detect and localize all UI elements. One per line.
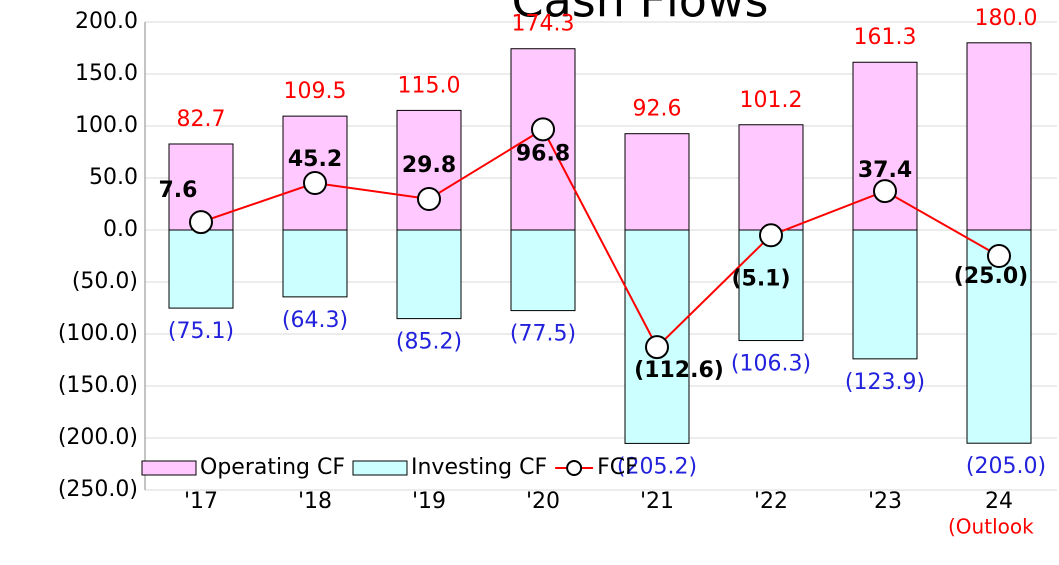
data-label: (205.2): [617, 454, 697, 479]
legend-marker: [566, 460, 583, 476]
data-label: (112.6): [634, 358, 724, 383]
data-label: (75.1): [168, 319, 234, 344]
y-tick-label: (250.0): [58, 477, 138, 502]
fcf-marker: [759, 223, 783, 248]
data-label: (85.2): [396, 330, 462, 355]
bar: [852, 229, 918, 360]
data-label: 96.8: [516, 141, 570, 166]
x-tick-label: '23: [868, 489, 902, 514]
y-tick-label: (100.0): [58, 321, 138, 346]
fcf-marker: [987, 244, 1011, 268]
data-label: 109.5: [284, 79, 347, 104]
legend-label: FCF: [597, 455, 638, 480]
legend-swatch: [352, 460, 408, 476]
x-tick-label: '20: [526, 489, 560, 514]
y-tick-label: 0.0: [103, 217, 138, 242]
x-tick-label: '19: [412, 489, 446, 514]
y-tick-label: 200.0: [75, 9, 138, 34]
fcf-marker: [873, 179, 897, 204]
data-label: (64.3): [282, 308, 348, 333]
data-label: (5.1): [731, 266, 790, 291]
y-tick-label: 100.0: [75, 113, 138, 138]
data-label: 174.3: [512, 12, 575, 37]
bar: [624, 133, 690, 231]
legend-label: Operating CF: [200, 455, 345, 480]
x-tick-label: '21: [640, 489, 674, 514]
data-label: 29.8: [402, 153, 456, 178]
fcf-line: [200, 127, 1000, 349]
data-label: 7.6: [159, 178, 198, 203]
data-label: 92.6: [633, 97, 682, 122]
legend-swatch: [141, 460, 197, 476]
bar: [396, 229, 462, 320]
y-tick-label: (150.0): [58, 373, 138, 398]
chart-title: Cash Flows: [511, 0, 768, 28]
data-label: (106.3): [731, 352, 811, 377]
fcf-marker: [645, 335, 669, 360]
data-label: 161.3: [854, 25, 917, 50]
data-label: 82.7: [177, 107, 226, 132]
data-label: (205.0): [966, 454, 1046, 479]
bar: [168, 229, 234, 309]
data-label: (77.5): [510, 322, 576, 347]
legend-label: Investing CF: [411, 455, 547, 480]
x-tick-label: 24: [985, 489, 1013, 514]
bar: [966, 42, 1032, 231]
data-label: 115.0: [398, 73, 461, 98]
annotation: (Outlook: [948, 515, 1034, 539]
data-label: 101.2: [740, 88, 803, 113]
fcf-marker: [531, 117, 555, 142]
x-tick-label: '22: [754, 489, 788, 514]
x-tick-label: '17: [184, 489, 218, 514]
y-tick-label: (200.0): [58, 425, 138, 450]
y-tick-label: (50.0): [72, 269, 138, 294]
fcf-marker: [303, 170, 327, 195]
data-label: 180.0: [975, 6, 1038, 31]
data-label: 37.4: [858, 158, 912, 183]
x-tick-label: '18: [298, 489, 332, 514]
data-label: 45.2: [288, 147, 342, 172]
fcf-marker: [189, 210, 213, 235]
y-tick-label: 50.0: [89, 165, 138, 190]
bar: [510, 229, 576, 312]
bar: [282, 229, 348, 298]
data-label: (123.9): [845, 370, 925, 395]
data-label: (25.0): [954, 264, 1028, 289]
bar: [738, 124, 804, 231]
fcf-marker: [417, 187, 441, 212]
y-tick-label: 150.0: [75, 61, 138, 86]
